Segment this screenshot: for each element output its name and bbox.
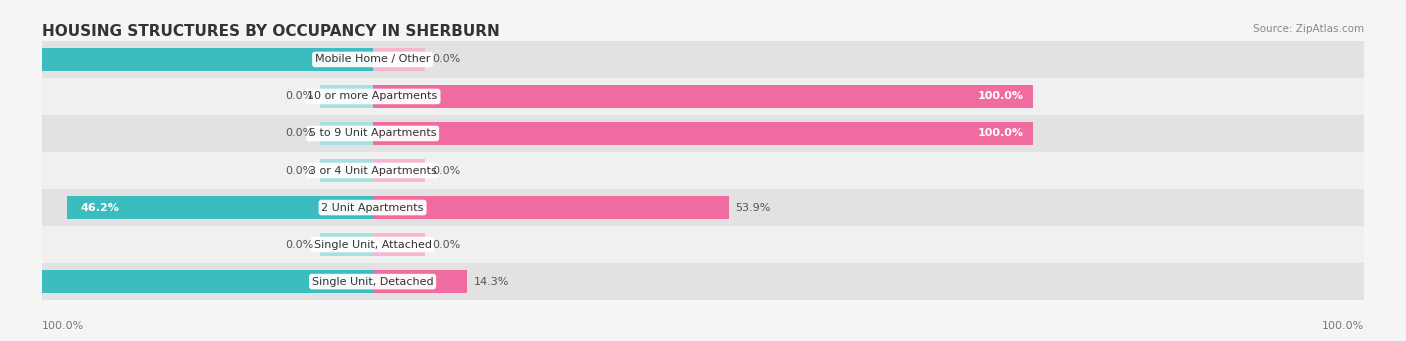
Bar: [373, 85, 1033, 108]
Bar: [373, 48, 426, 71]
Text: 14.3%: 14.3%: [474, 277, 509, 286]
Text: 0.0%: 0.0%: [432, 55, 460, 64]
Text: Single Unit, Attached: Single Unit, Attached: [314, 239, 432, 250]
Text: 0.0%: 0.0%: [432, 239, 460, 250]
Text: 10 or more Apartments: 10 or more Apartments: [308, 91, 437, 102]
Text: 0.0%: 0.0%: [285, 129, 314, 138]
Text: HOUSING STRUCTURES BY OCCUPANCY IN SHERBURN: HOUSING STRUCTURES BY OCCUPANCY IN SHERB…: [42, 24, 501, 39]
Bar: [373, 122, 1033, 145]
Bar: [373, 159, 426, 182]
Bar: [373, 196, 728, 219]
Bar: [42, 189, 1364, 226]
Text: 53.9%: 53.9%: [735, 203, 770, 212]
Bar: [0, 270, 373, 293]
Text: 100.0%: 100.0%: [977, 129, 1024, 138]
Bar: [42, 263, 1364, 300]
Bar: [373, 270, 467, 293]
Text: 0.0%: 0.0%: [285, 165, 314, 176]
Text: 2 Unit Apartments: 2 Unit Apartments: [322, 203, 423, 212]
Bar: [319, 85, 373, 108]
Bar: [319, 159, 373, 182]
Text: 100.0%: 100.0%: [1322, 321, 1364, 331]
Bar: [373, 233, 426, 256]
Text: 0.0%: 0.0%: [285, 239, 314, 250]
Text: 46.2%: 46.2%: [80, 203, 120, 212]
Text: 5 to 9 Unit Apartments: 5 to 9 Unit Apartments: [309, 129, 436, 138]
Text: Mobile Home / Other: Mobile Home / Other: [315, 55, 430, 64]
Bar: [42, 115, 1364, 152]
Bar: [42, 78, 1364, 115]
Text: 100.0%: 100.0%: [977, 91, 1024, 102]
Text: 3 or 4 Unit Apartments: 3 or 4 Unit Apartments: [309, 165, 436, 176]
Bar: [67, 196, 373, 219]
Text: Single Unit, Detached: Single Unit, Detached: [312, 277, 433, 286]
Bar: [42, 152, 1364, 189]
Bar: [319, 122, 373, 145]
Text: 100.0%: 100.0%: [42, 321, 84, 331]
Text: 0.0%: 0.0%: [432, 165, 460, 176]
Bar: [319, 233, 373, 256]
Text: 0.0%: 0.0%: [285, 91, 314, 102]
Bar: [42, 226, 1364, 263]
Bar: [0, 48, 373, 71]
Bar: [42, 41, 1364, 78]
Text: Source: ZipAtlas.com: Source: ZipAtlas.com: [1253, 24, 1364, 34]
